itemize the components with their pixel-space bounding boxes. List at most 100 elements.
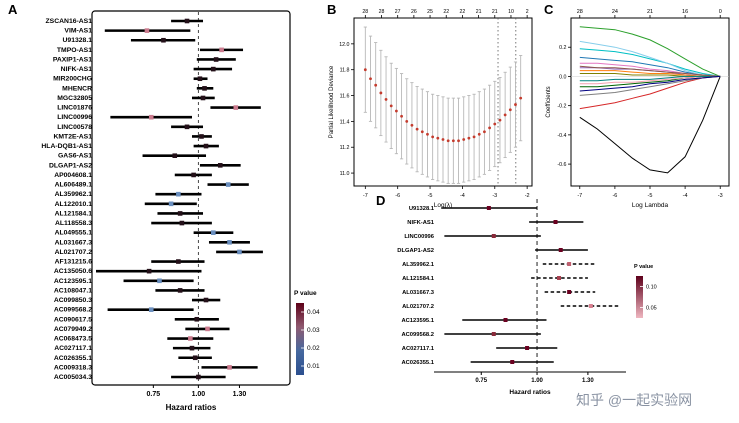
row-label: AC079949.2 [54, 326, 92, 333]
legend-gradient-bar [296, 303, 304, 375]
legend-tick-label: 0.01 [307, 363, 320, 370]
hr-marker [202, 86, 207, 91]
x-axis-title: Hazard ratios [166, 403, 217, 412]
univariate-forest-plot-svg: ZSCAN16-AS1 VIM-AS1 U91328.1 TMPO-AS1 PAXIP1… [41, 10, 320, 412]
panel-c-coefficient-paths: 28 24 21 16 0 -7 -6 -5 -4 -3 0.2 0.0 -0.2 -0.4 -0.6 Log… [541, 2, 738, 214]
row-label: LINC01876 [57, 105, 92, 112]
x-tick-label: -6 [395, 193, 400, 199]
row-label: AL122010.1 [55, 201, 93, 208]
row-label: NIFK-AS1 [407, 220, 435, 226]
row-label: AC108047.1 [54, 287, 92, 294]
hr-marker [211, 66, 216, 72]
y-tick-label: 11.0 [340, 171, 350, 177]
row-label: AC027117.1 [54, 345, 92, 352]
legend-tick-label: 0.02 [307, 345, 320, 352]
y-axis-title: Coefficients [546, 86, 552, 117]
hr-marker [157, 278, 162, 284]
top-axis-label: 21 [476, 9, 482, 15]
hr-marker [233, 105, 239, 110]
y-tick-label: 11.2 [340, 145, 350, 151]
hr-marker [567, 290, 572, 294]
x-tick-label: -4 [683, 193, 688, 199]
hr-marker [161, 37, 166, 43]
hr-marker [184, 124, 190, 130]
row-label: DLGAP1-AS2 [397, 248, 434, 254]
hr-marker [225, 182, 231, 187]
row-label: AC026355.1 [54, 355, 92, 362]
hr-marker [557, 276, 562, 280]
hr-marker [196, 374, 201, 380]
hr-marker [217, 163, 223, 168]
hr-marker [179, 220, 185, 226]
hr-marker [486, 206, 491, 210]
top-axis-label: 10 [508, 9, 514, 15]
top-axis-label: 21 [647, 9, 653, 15]
hr-marker [184, 18, 190, 24]
row-label: AC068473.5 [54, 336, 92, 343]
row-label: HLA-DQB1-AS1 [41, 143, 92, 150]
hr-marker [191, 172, 196, 178]
x-tick-label: -3 [718, 193, 723, 199]
y-tick-label: 0.0 [559, 74, 566, 80]
legend-tick-label: 0.05 [646, 306, 657, 312]
multivariate-forest-plot-svg: U91328.1 NIFK-AS1 LINC00996 DLGAP1-AS2 AL359… [397, 199, 657, 396]
x-tick-label: -6 [612, 193, 617, 199]
hr-marker [491, 234, 496, 238]
row-label: LINC00578 [57, 124, 92, 131]
coef-path [579, 76, 721, 174]
row-label: AC009318.3 [54, 364, 92, 371]
hr-marker [558, 248, 563, 252]
y-tick-label: -0.2 [557, 104, 566, 110]
row-label: AC123595.1 [54, 278, 92, 285]
hr-marker [148, 307, 154, 312]
panel-b-label: B [327, 2, 337, 17]
coef-path [579, 75, 721, 92]
row-label: U91328.1 [409, 206, 435, 212]
x-tick-label: 1.30 [582, 378, 594, 384]
hr-marker [205, 326, 210, 332]
hr-marker [176, 259, 181, 264]
row-label: AC099850.3 [54, 297, 92, 304]
x-tick-label: -7 [577, 193, 582, 199]
y-tick-label: 11.6 [340, 94, 350, 100]
x-axis-title: Log(λ) [434, 202, 452, 209]
row-label: AL031667.3 [402, 290, 435, 296]
hr-marker [200, 95, 206, 101]
hr-marker [227, 365, 232, 370]
hr-marker [211, 230, 216, 235]
hr-marker [172, 153, 178, 159]
coef-path [579, 26, 721, 77]
row-label: MGC32805 [57, 95, 92, 102]
top-axis-label: 16 [682, 9, 688, 15]
hr-marker [525, 346, 530, 350]
legend-title: P value [294, 290, 317, 297]
top-axis-label: 26 [411, 9, 417, 15]
legend-tick-label: 0.10 [646, 285, 657, 291]
row-label: AC135050.6 [54, 268, 92, 275]
top-axis-label: 22 [443, 9, 449, 15]
row-label: AL031667.3 [55, 239, 93, 246]
hr-marker [203, 143, 209, 149]
legend-gradient-bar [636, 276, 643, 318]
hr-marker [194, 316, 200, 322]
panel-c-label: C [544, 2, 554, 17]
forest-rows: ZSCAN16-AS1 VIM-AS1 U91328.1 TMPO-AS1 PAXIP1… [41, 18, 263, 381]
plot-border [353, 17, 533, 187]
row-label: AL049555.1 [55, 230, 93, 237]
row-label: AL359962.1 [402, 262, 435, 268]
x-tick-label: -4 [460, 193, 465, 199]
panel-a-forest-plot: ZSCAN16-AS1 VIM-AS1 U91328.1 TMPO-AS1 PAXIP1… [4, 3, 326, 418]
x-tick-label: -5 [428, 193, 433, 199]
hr-marker [503, 318, 508, 322]
x-tick-label: -5 [648, 193, 653, 199]
plot-border [91, 10, 291, 386]
hr-marker [588, 304, 593, 308]
row-label: AP004608.1 [54, 172, 92, 179]
top-axis-label: 22 [460, 9, 466, 15]
y-axis-title: Partial Likelihood Deviance [329, 65, 335, 138]
hr-marker [146, 268, 152, 274]
row-label: GAS6-AS1 [58, 153, 92, 160]
row-label: NIFK-AS1 [61, 66, 93, 73]
x-tick-label: 1.30 [233, 391, 247, 398]
